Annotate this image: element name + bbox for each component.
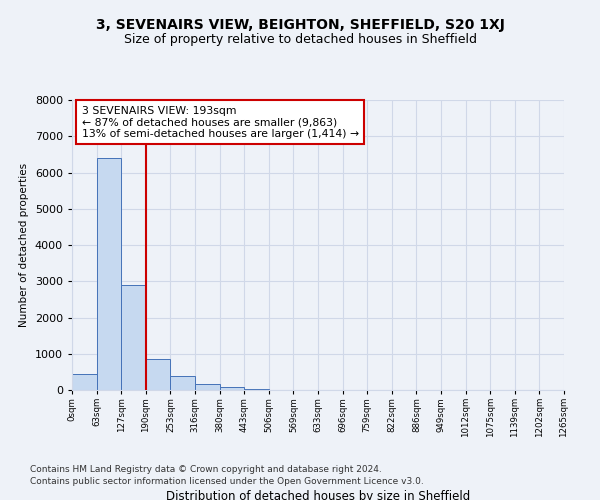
Text: Contains public sector information licensed under the Open Government Licence v3: Contains public sector information licen… <box>30 477 424 486</box>
Bar <box>97 158 121 390</box>
Y-axis label: Number of detached properties: Number of detached properties <box>19 163 29 327</box>
Bar <box>72 374 97 390</box>
Bar <box>220 387 244 390</box>
Text: 3 SEVENAIRS VIEW: 193sqm
← 87% of detached houses are smaller (9,863)
13% of sem: 3 SEVENAIRS VIEW: 193sqm ← 87% of detach… <box>82 106 359 139</box>
X-axis label: Distribution of detached houses by size in Sheffield: Distribution of detached houses by size … <box>166 490 470 500</box>
Text: Contains HM Land Registry data © Crown copyright and database right 2024.: Contains HM Land Registry data © Crown c… <box>30 465 382 474</box>
Bar <box>195 384 220 390</box>
Text: 3, SEVENAIRS VIEW, BEIGHTON, SHEFFIELD, S20 1XJ: 3, SEVENAIRS VIEW, BEIGHTON, SHEFFIELD, … <box>95 18 505 32</box>
Text: Size of property relative to detached houses in Sheffield: Size of property relative to detached ho… <box>124 32 476 46</box>
Bar <box>146 359 170 390</box>
Bar <box>121 285 146 390</box>
Bar <box>170 376 195 390</box>
